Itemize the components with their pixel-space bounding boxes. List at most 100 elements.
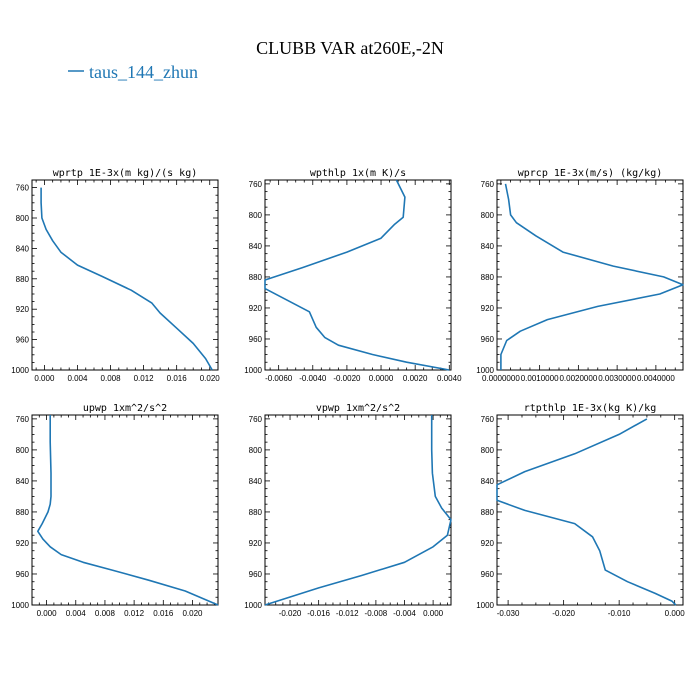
x-tick-label: 0.004 [66,609,87,618]
x-tick-label: 0.008 [101,374,122,383]
x-tick-label: 0.0040000 [637,374,675,383]
y-tick-label: 760 [481,415,495,424]
x-tick-label: 0.012 [124,609,145,618]
x-tick-label: 0.016 [167,374,188,383]
y-tick-label: 920 [16,539,30,548]
series-line [40,187,213,371]
x-tick-label: 0.0000000 [482,374,520,383]
x-tick-label: 0.0010000 [521,374,559,383]
panel-title: rtpthlp 1E-3x(kg K)/kg [524,403,656,414]
x-tick-label: -0.020 [552,609,575,618]
plot-frame [31,179,219,371]
y-tick-label: 800 [249,446,263,455]
y-tick-label: 760 [16,415,30,424]
x-tick-label: 0.0020 [403,374,428,383]
x-tick-label: 0.000 [665,609,686,618]
y-tick-label: 1000 [244,366,262,375]
series-line [500,183,684,370]
y-tick-label: 760 [249,415,263,424]
y-tick-label: 800 [249,211,263,220]
plot-frame [264,179,452,371]
y-tick-label: 760 [249,180,263,189]
y-tick-label: 960 [481,335,495,344]
x-tick-label: 0.000 [37,609,58,618]
panel-title: vpwp 1xm^2/s^2 [316,403,400,414]
y-tick-label: 800 [16,446,30,455]
series-line [264,179,450,371]
y-tick-label: 960 [249,335,263,344]
panels: wprtp 1E-3x(m kg)/(s kg) 760 800 840 880 920 9… [11,168,685,618]
y-tick-label: 1000 [11,366,29,375]
panel-title: wpthlp 1x(m K)/s [310,168,406,179]
x-tick-label: -0.0040 [299,374,327,383]
figure-title: CLUBB VAR at260E,-2N [256,38,444,58]
y-tick-label: 1000 [11,601,29,610]
panel-title: wprtp 1E-3x(m kg)/(s kg) [53,168,198,179]
panel-title: upwp 1xm^2/s^2 [83,403,167,414]
y-tick-label: 880 [16,275,30,284]
panel-3: wprcp 1E-3x(m/s) (kg/kg) 760 800 840 880 920 9… [476,168,684,383]
y-tick-label: 880 [249,508,263,517]
y-tick-label: 800 [481,446,495,455]
x-tick-label: -0.0020 [333,374,361,383]
x-tick-label: 0.016 [153,609,174,618]
x-tick-label: 0.0000 [369,374,394,383]
y-tick-label: 920 [481,539,495,548]
y-tick-label: 840 [16,477,30,486]
legend-label: taus_144_zhun [89,62,198,82]
x-tick-label: -0.012 [336,609,359,618]
y-tick-label: 960 [16,336,30,345]
x-tick-label: -0.0060 [265,374,293,383]
x-tick-label: -0.010 [608,609,631,618]
x-tick-label: 0.008 [95,609,116,618]
x-tick-label: -0.030 [497,609,520,618]
y-tick-label: 760 [481,180,495,189]
x-tick-label: 0.020 [200,374,221,383]
panel-5: vpwp 1xm^2/s^2 760 800 840 880 920 960 1000 -0.0… [244,403,452,618]
x-tick-label: 0.000 [423,609,444,618]
y-tick-label: 880 [16,508,30,517]
y-tick-label: 960 [481,570,495,579]
x-tick-label: 0.0030000 [598,374,636,383]
x-tick-label: -0.004 [393,609,416,618]
x-tick-label: 0.020 [182,609,203,618]
panel-title: wprcp 1E-3x(m/s) (kg/kg) [518,168,663,179]
y-tick-label: 840 [249,242,263,251]
y-tick-label: 800 [481,211,495,220]
y-tick-label: 840 [16,244,30,253]
y-tick-label: 960 [249,570,263,579]
y-tick-label: 1000 [476,601,494,610]
panel-4: upwp 1xm^2/s^2 760 800 840 880 920 960 1000 0.00… [11,403,219,618]
y-tick-label: 760 [16,184,30,193]
y-tick-label: 920 [249,304,263,313]
series-line [496,418,677,606]
x-tick-label: -0.016 [307,609,330,618]
panel-1: wprtp 1E-3x(m kg)/(s kg) 760 800 840 880 920 9… [11,168,220,383]
legend: taus_144_zhun [68,62,198,82]
y-tick-label: 920 [16,305,30,314]
y-tick-label: 840 [249,477,263,486]
panel-6: rtpthlp 1E-3x(kg K)/kg 760 800 840 880 920 960… [476,403,685,618]
x-tick-label: -0.020 [279,609,302,618]
y-tick-label: 840 [481,477,495,486]
plot-frame [31,414,219,606]
y-tick-label: 880 [481,508,495,517]
y-tick-label: 1000 [244,601,262,610]
y-tick-label: 880 [481,273,495,282]
panel-2: wpthlp 1x(m K)/s7608008408809209601000-0… [244,168,462,383]
x-tick-label: -0.008 [365,609,388,618]
x-tick-label: 0.0040 [437,374,462,383]
plot-frame [264,414,452,606]
y-tick-label: 800 [16,214,30,223]
x-tick-label: 0.004 [67,374,88,383]
y-tick-label: 920 [249,539,263,548]
x-tick-label: 0.0020000 [559,374,597,383]
series-line [264,415,452,606]
y-tick-label: 960 [16,570,30,579]
y-tick-label: 1000 [476,366,494,375]
x-tick-label: 0.000 [34,374,55,383]
y-tick-label: 840 [481,242,495,251]
plot-frame [496,179,684,371]
plot-frame [496,414,684,606]
